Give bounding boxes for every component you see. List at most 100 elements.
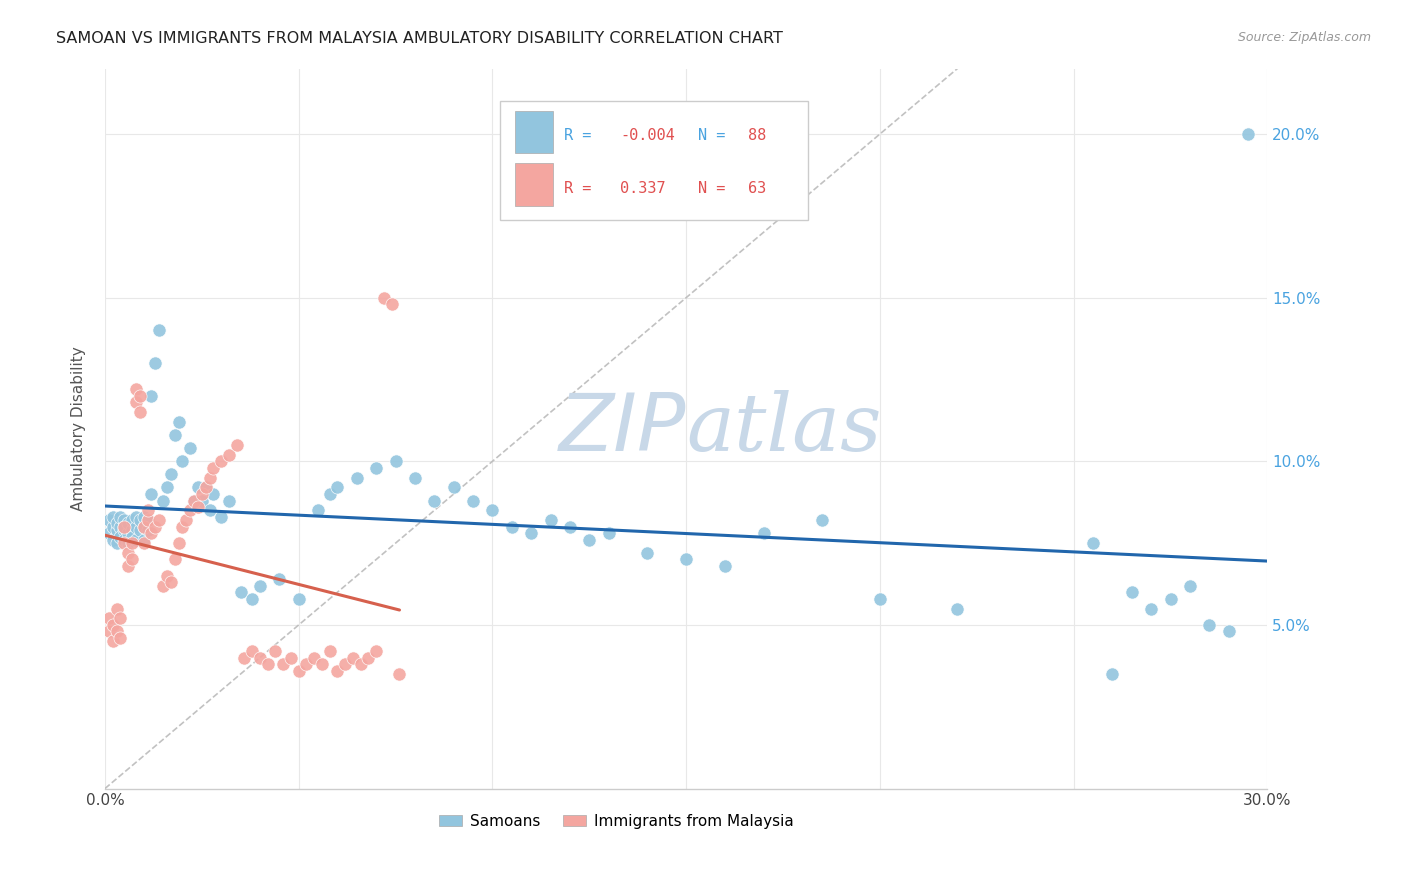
Point [136, 523, 159, 537]
Point [269, 572, 291, 586]
Point [128, 523, 150, 537]
Point [110, 631, 132, 645]
Point [187, 480, 209, 494]
Point [112, 519, 135, 533]
Point [342, 650, 364, 665]
Point [117, 536, 139, 550]
Point [326, 664, 349, 678]
Point [198, 503, 221, 517]
Point [240, 591, 263, 606]
Point [132, 536, 155, 550]
Point [101, 618, 124, 632]
Point [179, 503, 201, 517]
Point [209, 454, 232, 468]
Y-axis label: Ambulatory Disability: Ambulatory Disability [72, 346, 86, 511]
Point [946, 601, 969, 615]
Point [145, 356, 167, 370]
Point [125, 509, 148, 524]
Text: R =: R = [564, 128, 600, 144]
Point [311, 657, 333, 672]
Point [136, 513, 159, 527]
Point [117, 526, 139, 541]
Point [121, 552, 143, 566]
Point [1237, 127, 1260, 141]
Point [295, 657, 318, 672]
Point [136, 513, 159, 527]
Point [558, 519, 581, 533]
Point [167, 415, 190, 429]
Point [350, 657, 373, 672]
Point [1178, 579, 1201, 593]
Point [97, 526, 120, 541]
Point [141, 487, 163, 501]
Point [101, 634, 124, 648]
Point [141, 389, 163, 403]
Point [141, 526, 163, 541]
Point [176, 513, 198, 527]
Point [156, 569, 179, 583]
Text: 0.337: 0.337 [620, 181, 665, 195]
Point [105, 624, 128, 639]
Point [229, 585, 252, 599]
Point [218, 448, 240, 462]
Point [125, 519, 148, 533]
Point [121, 513, 143, 527]
FancyBboxPatch shape [516, 111, 553, 153]
Point [381, 297, 404, 311]
FancyBboxPatch shape [516, 163, 553, 205]
Point [112, 536, 135, 550]
Point [811, 513, 834, 527]
Text: 63: 63 [748, 181, 766, 195]
Point [145, 519, 167, 533]
Point [101, 533, 124, 547]
Point [326, 480, 349, 494]
Point [148, 323, 170, 337]
Point [1218, 624, 1240, 639]
Point [112, 523, 135, 537]
Point [105, 523, 128, 537]
Point [675, 552, 697, 566]
Point [132, 533, 155, 547]
Point [194, 480, 217, 494]
Point [249, 650, 271, 665]
Text: atlas: atlas [686, 390, 882, 467]
Point [388, 667, 411, 681]
Point [125, 533, 148, 547]
Point [198, 470, 221, 484]
Point [287, 664, 309, 678]
Point [172, 454, 194, 468]
Point [461, 493, 484, 508]
Point [256, 657, 278, 672]
Point [202, 487, 225, 501]
Point [156, 480, 179, 494]
Point [110, 509, 132, 524]
Point [163, 428, 186, 442]
Point [112, 513, 135, 527]
Point [481, 503, 503, 517]
Point [404, 470, 426, 484]
Text: N =: N = [697, 128, 734, 144]
Point [105, 536, 128, 550]
Point [1101, 667, 1123, 681]
Point [218, 493, 240, 508]
Point [423, 493, 446, 508]
Point [112, 533, 135, 547]
Point [598, 526, 620, 541]
Point [869, 591, 891, 606]
Point [194, 480, 217, 494]
Point [167, 536, 190, 550]
Point [110, 519, 132, 533]
Text: N =: N = [697, 181, 734, 195]
Point [280, 650, 302, 665]
Point [501, 519, 523, 533]
Point [128, 389, 150, 403]
Point [373, 291, 395, 305]
Point [132, 519, 155, 533]
Point [233, 650, 256, 665]
Point [307, 503, 329, 517]
Point [384, 454, 406, 468]
Point [264, 644, 287, 658]
Point [160, 575, 183, 590]
Point [540, 513, 562, 527]
Point [346, 470, 368, 484]
